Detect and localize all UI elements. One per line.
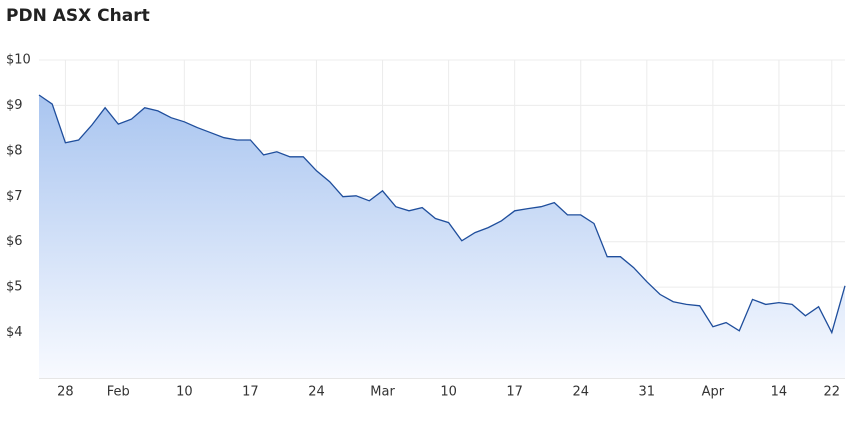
- x-tick-label: Feb: [107, 385, 130, 400]
- y-tick-label: $10: [6, 53, 31, 68]
- x-tick-label: 10: [440, 385, 457, 400]
- y-tick-label: $9: [6, 98, 23, 113]
- area: [39, 95, 845, 378]
- x-tick-label: 17: [506, 385, 523, 400]
- line: [38, 94, 846, 335]
- x-tick-label: 28: [57, 385, 74, 400]
- x-tick-label: 22: [824, 385, 841, 400]
- y-tick-label: $6: [6, 234, 23, 249]
- x-tick-label: 24: [572, 385, 589, 400]
- x-tick-label: 17: [242, 385, 259, 400]
- y-tick-label: $7: [6, 189, 23, 204]
- x-tick-label: 10: [176, 385, 193, 400]
- x-tick-label: Apr: [702, 385, 725, 400]
- y-tick-label: $8: [6, 143, 23, 158]
- y-tick-label: $5: [6, 280, 23, 295]
- x-tick-label: 14: [771, 385, 788, 400]
- x-tick-label: 31: [639, 385, 656, 400]
- x-tick-label: Mar: [370, 385, 395, 400]
- y-tick-label: $4: [6, 325, 23, 340]
- chart-title: PDN ASX Chart: [6, 6, 150, 26]
- x-tick-label: 24: [308, 385, 325, 400]
